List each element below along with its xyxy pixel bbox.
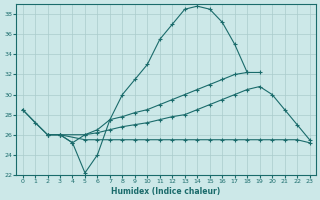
- X-axis label: Humidex (Indice chaleur): Humidex (Indice chaleur): [111, 187, 221, 196]
